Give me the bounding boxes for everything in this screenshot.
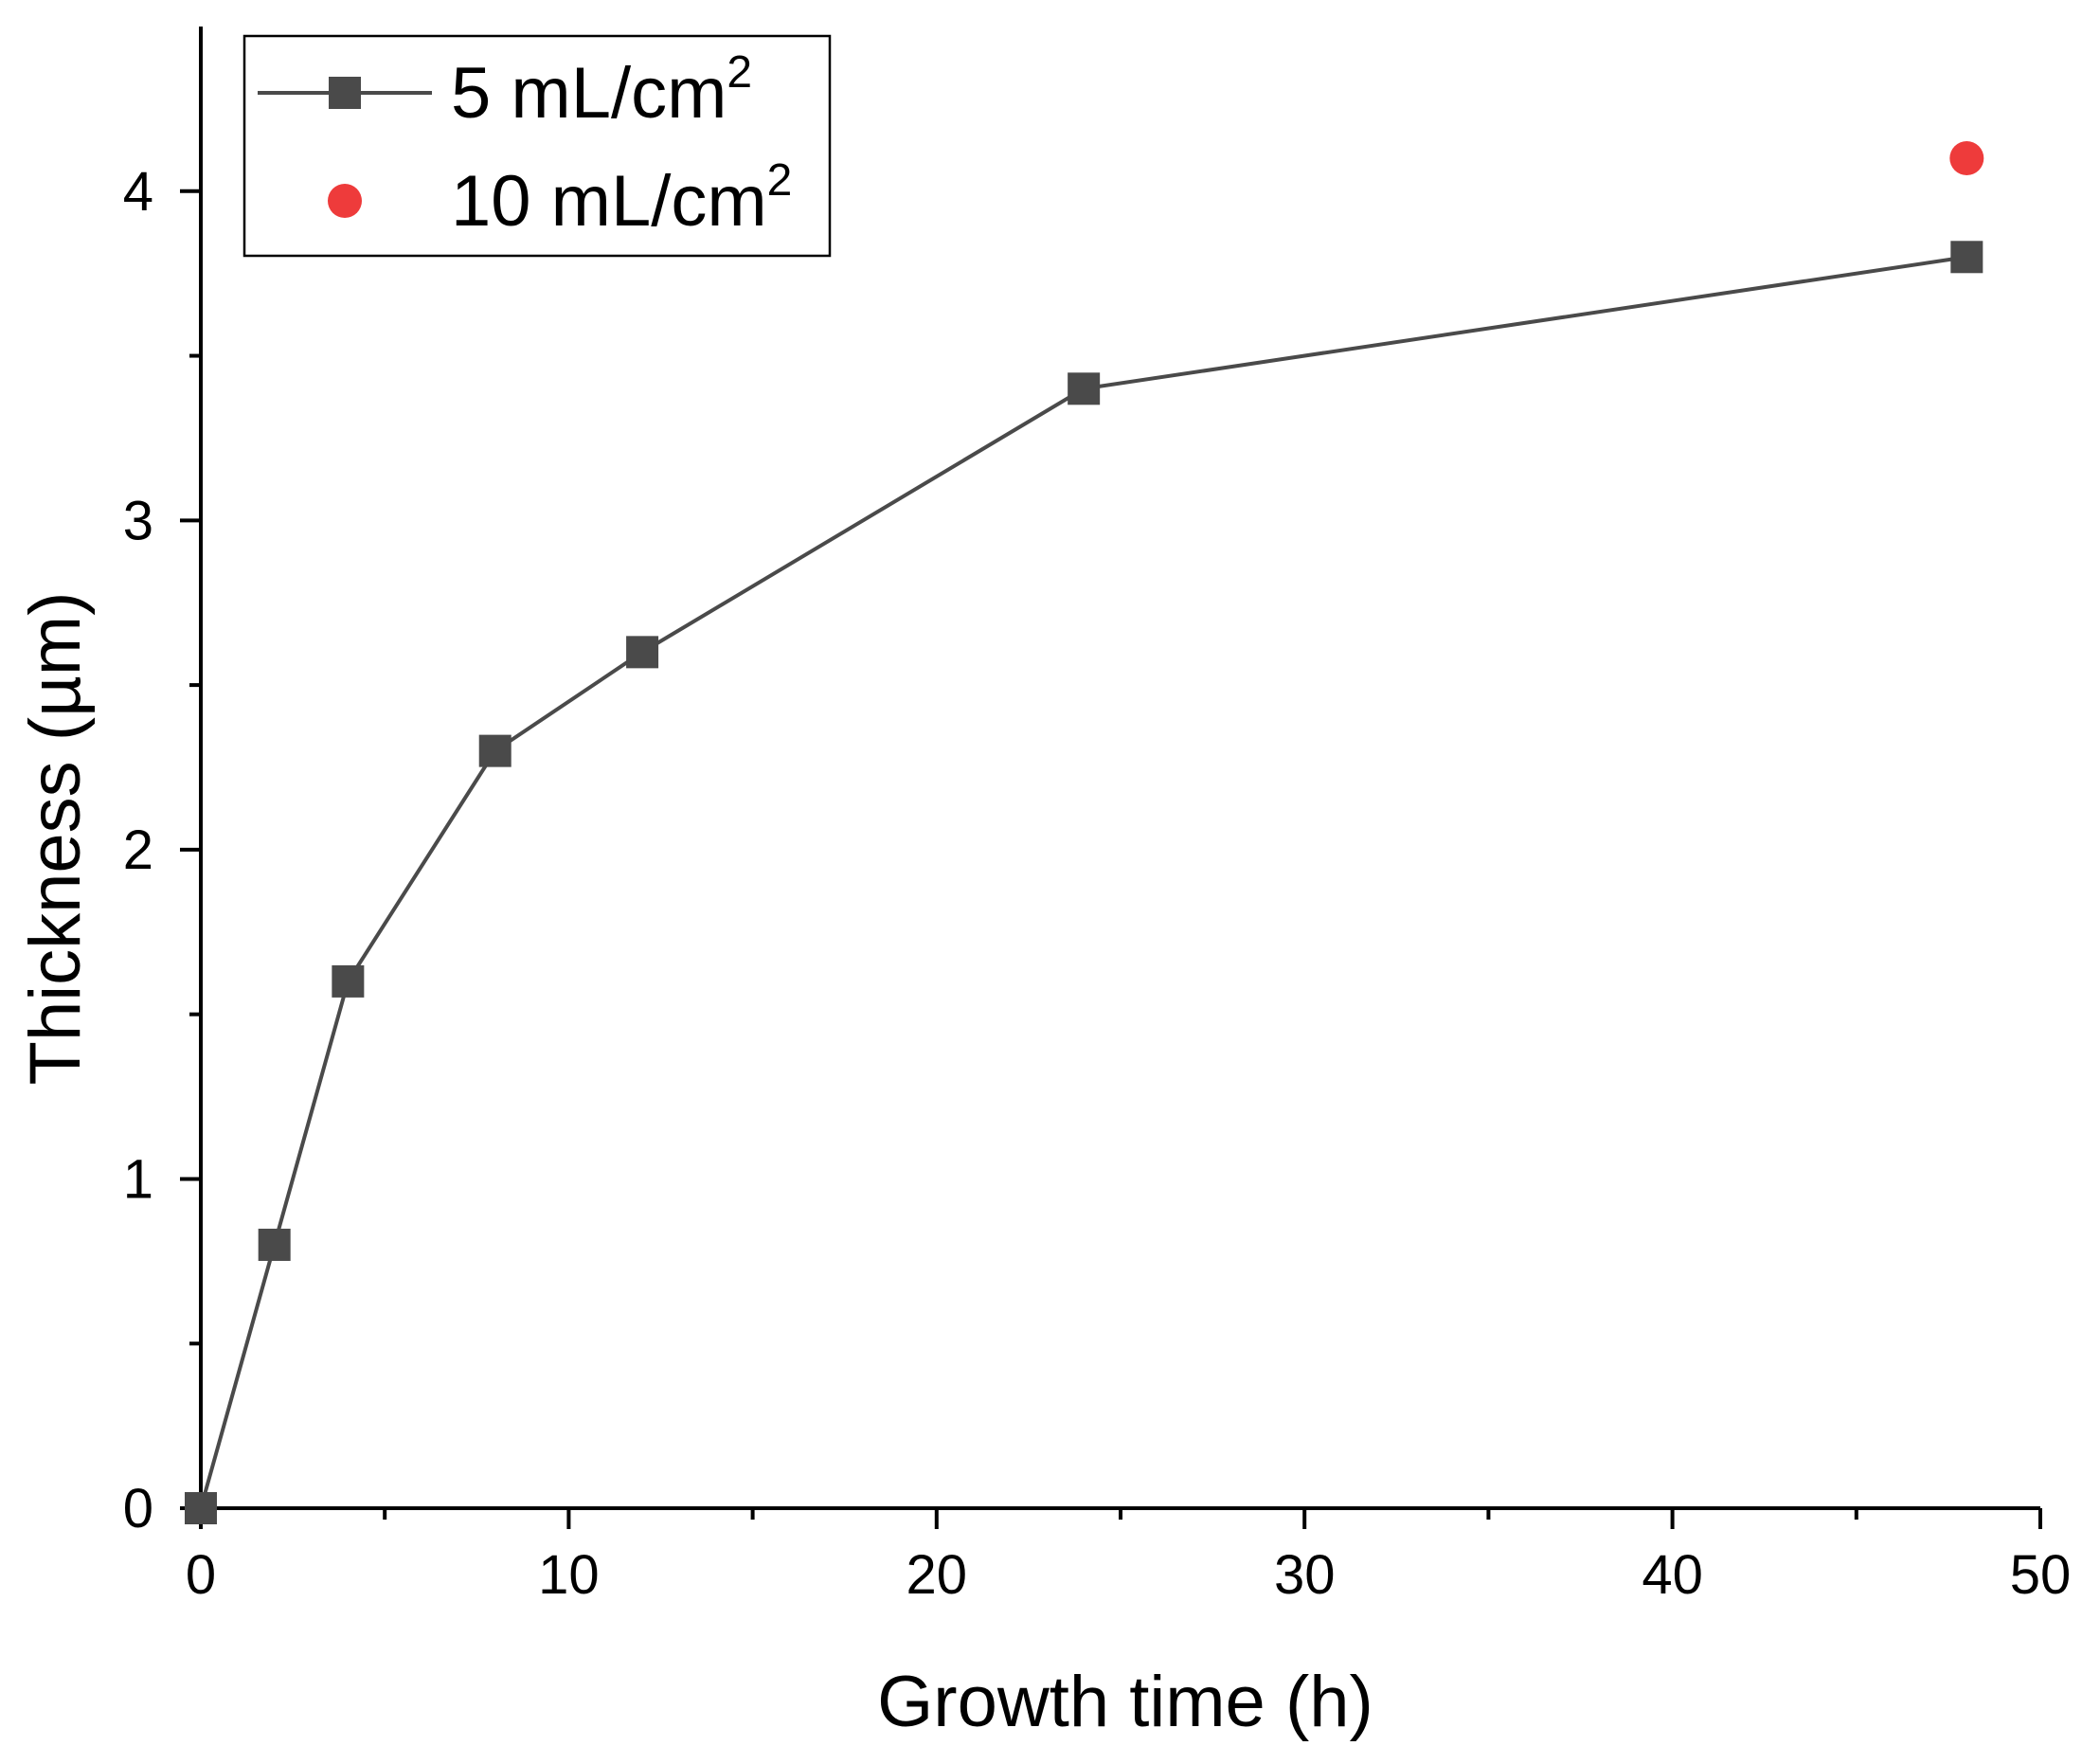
x-axis-title: Growth time (h) [877, 1662, 1373, 1742]
series-line [201, 257, 1966, 1508]
legend-marker-square [329, 77, 361, 109]
data-series [185, 141, 1983, 1524]
legend-marker-circle [328, 184, 362, 218]
y-tick-label: 4 [123, 161, 153, 223]
data-point-square [1068, 372, 1100, 405]
legend-label-text: 5 mL/cm [451, 53, 727, 134]
data-point-square [185, 1492, 217, 1524]
y-tick-label: 0 [123, 1478, 153, 1539]
legend-label-superscript: 2 [727, 47, 752, 98]
y-tick-label: 1 [123, 1148, 153, 1210]
data-point-square [626, 636, 658, 668]
x-tick-label: 0 [186, 1544, 216, 1606]
data-point-square [259, 1229, 291, 1261]
thickness-vs-growth-time-chart: 0 10 20 30 40 5001234 5 mL/cm210 mL/cm2 Growt… [0, 0, 2100, 1764]
axes: 0 10 20 30 40 50 0 1 2 3 4 [123, 27, 2072, 1606]
data-point-circle [1949, 141, 1983, 175]
y-tick-label: 2 [123, 819, 153, 881]
y-tick-label: 3 [123, 490, 153, 551]
legend-label: 5 mL/cm2 [451, 47, 752, 134]
x-tick-label: 10 [538, 1544, 600, 1606]
data-point-square [1950, 241, 1983, 273]
x-tick-label: 20 [906, 1544, 968, 1606]
series-1 [185, 241, 1983, 1524]
x-tick-label: 50 [2010, 1544, 2072, 1606]
data-point-square [479, 735, 512, 767]
series-2 [1949, 141, 1983, 175]
y-axis-title: Thickness (µm) [15, 592, 96, 1086]
legend-label-text: 10 mL/cm [451, 161, 767, 242]
data-point-square [332, 965, 364, 998]
legend-label: 10 mL/cm2 [451, 155, 792, 242]
x-tick-label: 40 [1642, 1544, 1703, 1606]
chart-container: 0 10 20 30 40 50 0 1 2 3 4 5 mL/cm2 10 mL/cm2 Growt… [0, 0, 2100, 1764]
legend-label-superscript: 2 [767, 155, 793, 206]
x-tick-label: 30 [1274, 1544, 1336, 1606]
